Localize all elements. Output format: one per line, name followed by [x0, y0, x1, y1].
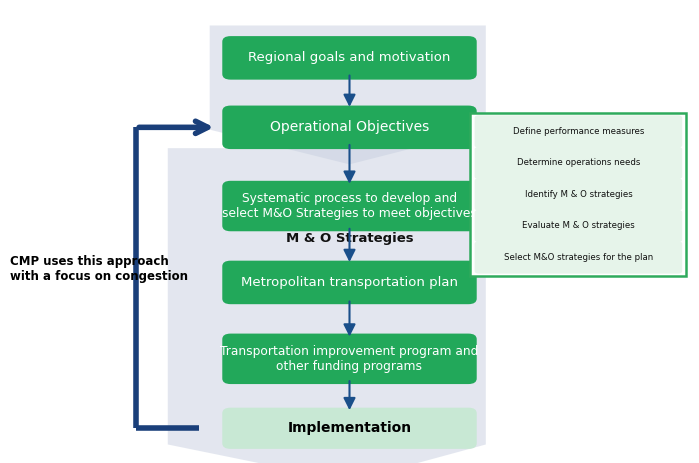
Text: Systematic process to develop and
select M&O Strategies to meet objectives: Systematic process to develop and select…	[222, 192, 477, 220]
Text: Transportation improvement program and
other funding programs: Transportation improvement program and o…	[220, 345, 479, 373]
FancyBboxPatch shape	[222, 333, 477, 384]
FancyBboxPatch shape	[475, 241, 682, 274]
Polygon shape	[168, 148, 486, 463]
Text: M & O Strategies: M & O Strategies	[286, 232, 413, 245]
FancyBboxPatch shape	[222, 261, 477, 304]
FancyBboxPatch shape	[222, 36, 477, 80]
FancyBboxPatch shape	[475, 178, 682, 211]
FancyBboxPatch shape	[222, 407, 477, 449]
Text: Identify M & O strategies: Identify M & O strategies	[524, 190, 633, 199]
Text: Metropolitan transportation plan: Metropolitan transportation plan	[241, 276, 458, 289]
FancyBboxPatch shape	[222, 106, 477, 149]
Text: Define performance measures: Define performance measures	[513, 127, 644, 136]
Text: Implementation: Implementation	[287, 421, 412, 435]
Text: Regional goals and motivation: Regional goals and motivation	[248, 51, 451, 64]
Text: Evaluate M & O strategies: Evaluate M & O strategies	[522, 221, 635, 231]
FancyBboxPatch shape	[475, 210, 682, 242]
FancyBboxPatch shape	[470, 113, 686, 276]
Polygon shape	[210, 25, 486, 164]
Text: Select M&O strategies for the plan: Select M&O strategies for the plan	[504, 253, 653, 262]
Text: Operational Objectives: Operational Objectives	[270, 120, 429, 134]
FancyBboxPatch shape	[475, 115, 682, 148]
Text: Determine operations needs: Determine operations needs	[517, 158, 640, 168]
FancyBboxPatch shape	[222, 181, 477, 231]
Text: CMP uses this approach
with a focus on congestion: CMP uses this approach with a focus on c…	[10, 255, 189, 282]
FancyBboxPatch shape	[475, 147, 682, 179]
